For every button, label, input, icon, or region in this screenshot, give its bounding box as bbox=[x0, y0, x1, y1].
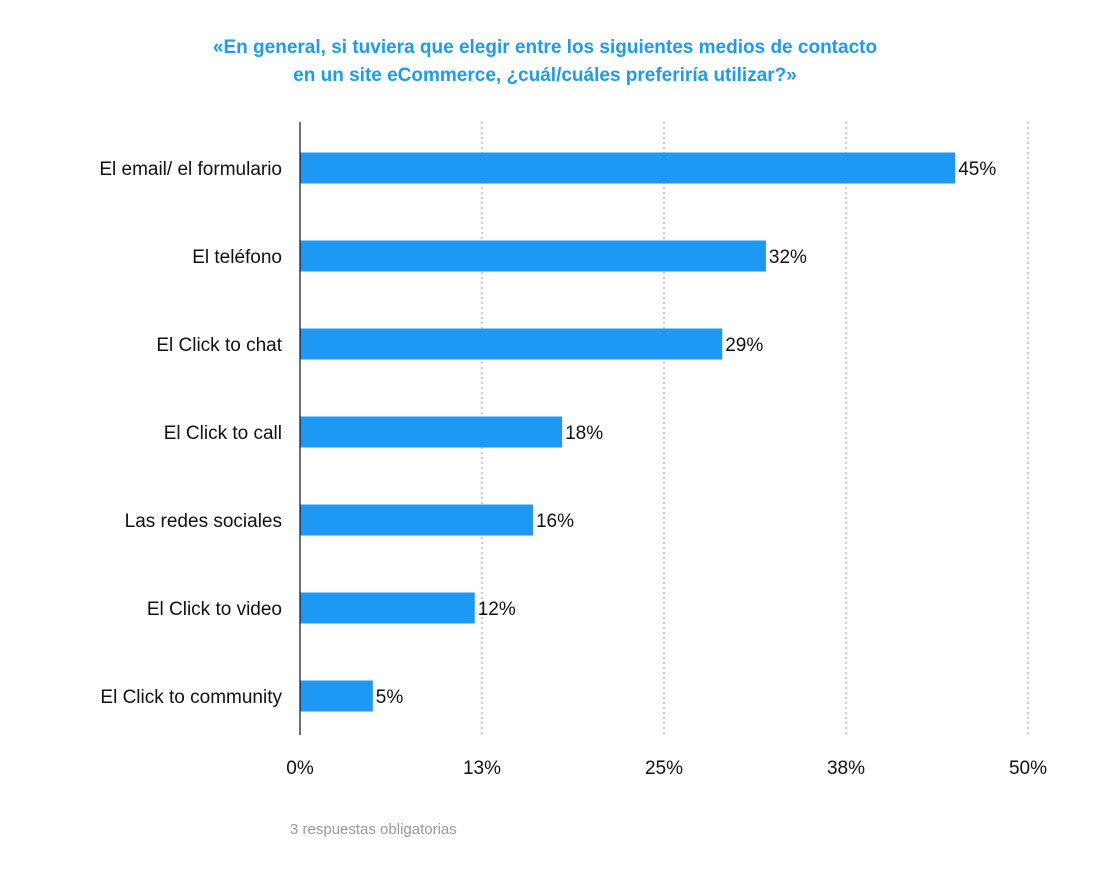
bar bbox=[300, 240, 766, 272]
x-tick-label: 0% bbox=[286, 758, 314, 779]
chart-title-line-1: «En general, si tuviera que elegir entre… bbox=[212, 37, 878, 58]
bar-chart: 0% 13% 25% 38% 50% El email/ el formulario 45%… bbox=[99, 122, 1047, 779]
bar bbox=[300, 680, 373, 712]
value-label: 16% bbox=[536, 511, 574, 532]
bar bbox=[300, 416, 563, 448]
x-tick-label: 13% bbox=[463, 758, 501, 779]
chart-title: «En general, si tuviera que elegir entre… bbox=[0, 34, 1090, 90]
category-label: El Click to chat bbox=[156, 335, 282, 356]
category-label: El Click to call bbox=[164, 423, 282, 444]
value-label: 5% bbox=[376, 687, 404, 708]
bar bbox=[300, 592, 475, 624]
value-label: 18% bbox=[565, 423, 603, 444]
value-label: 45% bbox=[958, 159, 996, 180]
category-label: El Click to video bbox=[147, 599, 282, 620]
labels: 0% 13% 25% 38% 50% El email/ el formulario 45%… bbox=[99, 159, 1047, 779]
category-label: Las redes sociales bbox=[125, 511, 282, 532]
x-tick-label: 50% bbox=[1009, 758, 1047, 779]
chart-title-line-2: en un site eCommerce, ¿cuál/cuáles prefe… bbox=[293, 65, 797, 86]
category-label: El Click to community bbox=[100, 687, 282, 708]
value-label: 29% bbox=[725, 335, 763, 356]
x-tick-label: 38% bbox=[827, 758, 865, 779]
value-label: 32% bbox=[769, 247, 807, 268]
gridlines bbox=[481, 122, 1029, 735]
bar bbox=[300, 152, 956, 184]
bars bbox=[300, 152, 956, 712]
footnote: 3 respuestas obligatorias bbox=[290, 821, 457, 838]
category-label: El email/ el formulario bbox=[99, 159, 282, 180]
bar bbox=[300, 328, 723, 360]
value-label: 12% bbox=[478, 599, 516, 620]
x-tick-label: 25% bbox=[645, 758, 683, 779]
bar bbox=[300, 504, 533, 536]
category-label: El teléfono bbox=[192, 247, 282, 268]
